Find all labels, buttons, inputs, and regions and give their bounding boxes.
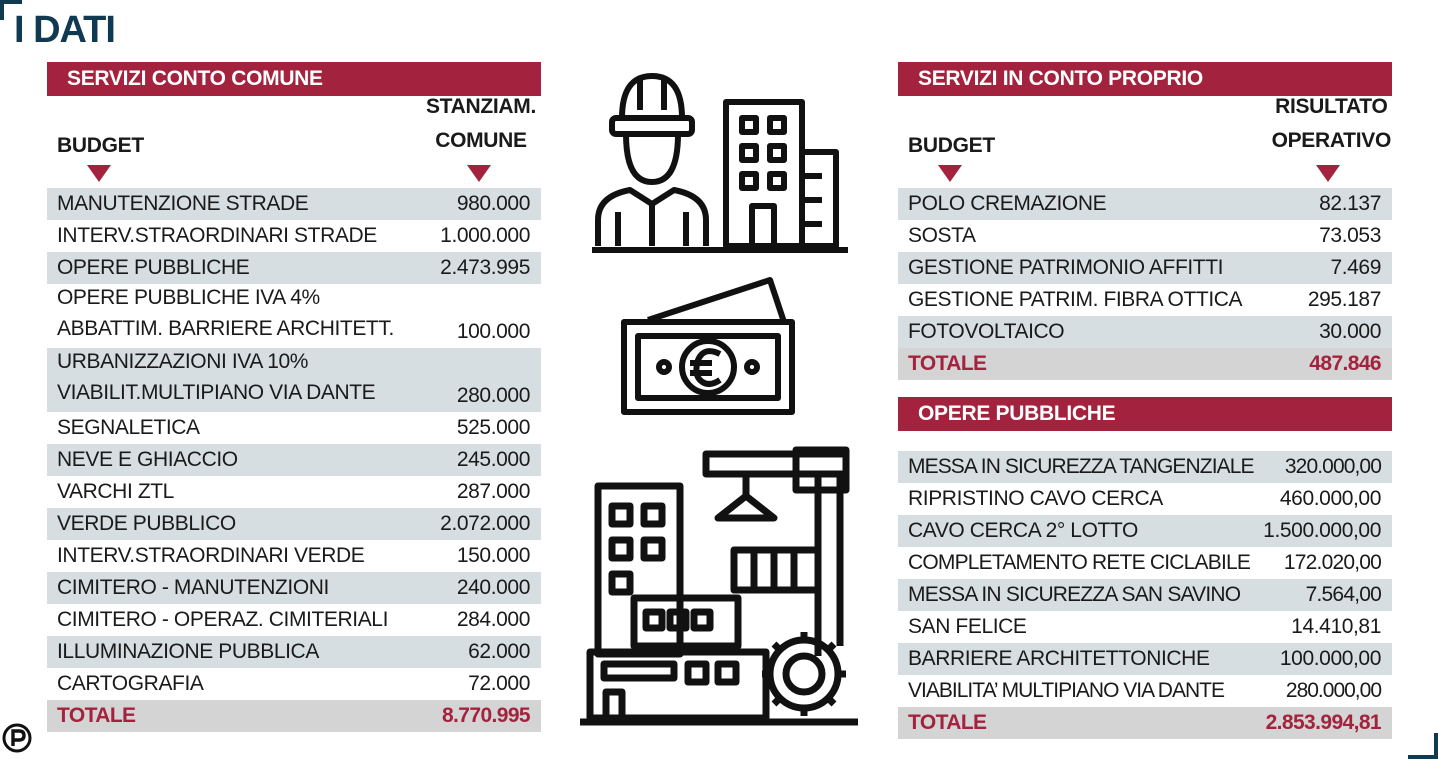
- publisher-logo-icon: [2, 723, 32, 753]
- construction-gear-icon: [580, 446, 858, 726]
- table-row: ILLUMINAZIONE PUBBLICA 62.000: [47, 636, 541, 668]
- table-row: CAVO CERCA 2° LOTTO 1.500.000,00: [898, 515, 1392, 547]
- table-row: POLO CREMAZIONE 82.137: [898, 188, 1392, 220]
- section-title: SERVIZI IN CONTO PROPRIO: [898, 62, 1392, 96]
- table-row: FOTOVOLTAICO 30.000: [898, 316, 1392, 348]
- column-header-risultato: RISULTATO OPERATIVO: [1271, 95, 1392, 152]
- table-row: MESSA IN SICUREZZA TANGENZIALE 320.000,00: [898, 451, 1392, 483]
- servizi-conto-proprio-table: SERVIZI IN CONTO PROPRIO BUDGET RISULTAT…: [898, 62, 1392, 380]
- opere-pubbliche-table: OPERE PUBBLICHE MESSA IN SICUREZZA TANGE…: [898, 397, 1392, 739]
- table-row: MANUTENZIONE STRADE 980.000: [47, 188, 541, 220]
- corner-mark-top-left: [0, 0, 22, 20]
- euro-banknote-icon: [621, 277, 795, 415]
- table-row: OPERE PUBBLICHE 2.473.995: [47, 252, 541, 284]
- down-triangle-icon: [87, 165, 111, 182]
- section-title: OPERE PUBBLICHE: [898, 397, 1392, 431]
- servizi-conto-comune-table: SERVIZI CONTO COMUNE BUDGET STANZIAM. CO…: [47, 62, 541, 732]
- table-row: COMPLETAMENTO RETE CICLABILE 172.020,00: [908, 551, 1382, 574]
- page-title: I DATI: [14, 9, 116, 51]
- table-row: SAN FELICE 14.410,81: [908, 615, 1381, 638]
- worker-building-icon: [592, 73, 848, 253]
- down-triangle-icon: [1316, 165, 1340, 182]
- table-row: CARTOGRAFIA 72.000: [57, 672, 530, 695]
- table-row: CIMITERO - OPERAZ. CIMITERIALI 284.000: [57, 608, 530, 631]
- table-row: VIABILITA’ MULTIPIANO VIA DANTE 280.000,0…: [908, 679, 1382, 702]
- table-row: SOSTA 73.053: [908, 224, 1381, 247]
- table-row: BARRIERE ARCHITETTONICHE 100.000,00: [898, 643, 1392, 675]
- down-triangle-icon: [467, 165, 491, 182]
- column-headers: BUDGET RISULTATO OPERATIVO: [898, 95, 1392, 188]
- table-row: OPERE PUBBLICHE IVA 4% ABBATTIM. BARRIERE…: [57, 286, 530, 343]
- table-row: CIMITERO - MANUTENZIONI 240.000: [47, 572, 541, 604]
- down-triangle-icon: [938, 165, 962, 182]
- corner-mark-bottom-right: [1408, 733, 1438, 759]
- table-row: SEGNALETICA 525.000: [57, 416, 530, 439]
- column-header-budget: BUDGET: [908, 134, 995, 157]
- column-header-stanziamento: STANZIAM. COMUNE: [425, 95, 536, 152]
- table-row: GESTIONE PATRIMONIO AFFITTI 7.469: [898, 252, 1392, 284]
- table-row: MESSA IN SICUREZZA SAN SAVINO 7.564,00: [898, 579, 1392, 611]
- table-row: VERDE PUBBLICO 2.072.000: [47, 508, 541, 540]
- table-row: INTERV.STRAORDINARI VERDE 150.000: [57, 544, 530, 567]
- column-header-budget: BUDGET: [57, 134, 144, 157]
- table-row: URBANIZZAZIONI IVA 10% VIABILIT.MULTIPIAN…: [47, 348, 541, 412]
- table-row: GESTIONE PATRIM. FIBRA OTTICA 295.187: [908, 288, 1381, 311]
- section-title: SERVIZI CONTO COMUNE: [47, 62, 541, 96]
- total-row: TOTALE 487.846: [898, 348, 1392, 380]
- table-row: VARCHI ZTL 287.000: [57, 480, 530, 503]
- total-row: TOTALE 8.770.995: [47, 700, 541, 732]
- column-headers: BUDGET STANZIAM. COMUNE: [47, 95, 541, 188]
- table-row: RIPRISTINO CAVO CERCA 460.000,00: [908, 487, 1381, 510]
- table-row: NEVE E GHIACCIO 245.000: [47, 444, 541, 476]
- total-row: TOTALE 2.853.994,81: [898, 707, 1392, 739]
- table-row: INTERV.STRAORDINARI STRADE 1.000.000: [57, 224, 530, 247]
